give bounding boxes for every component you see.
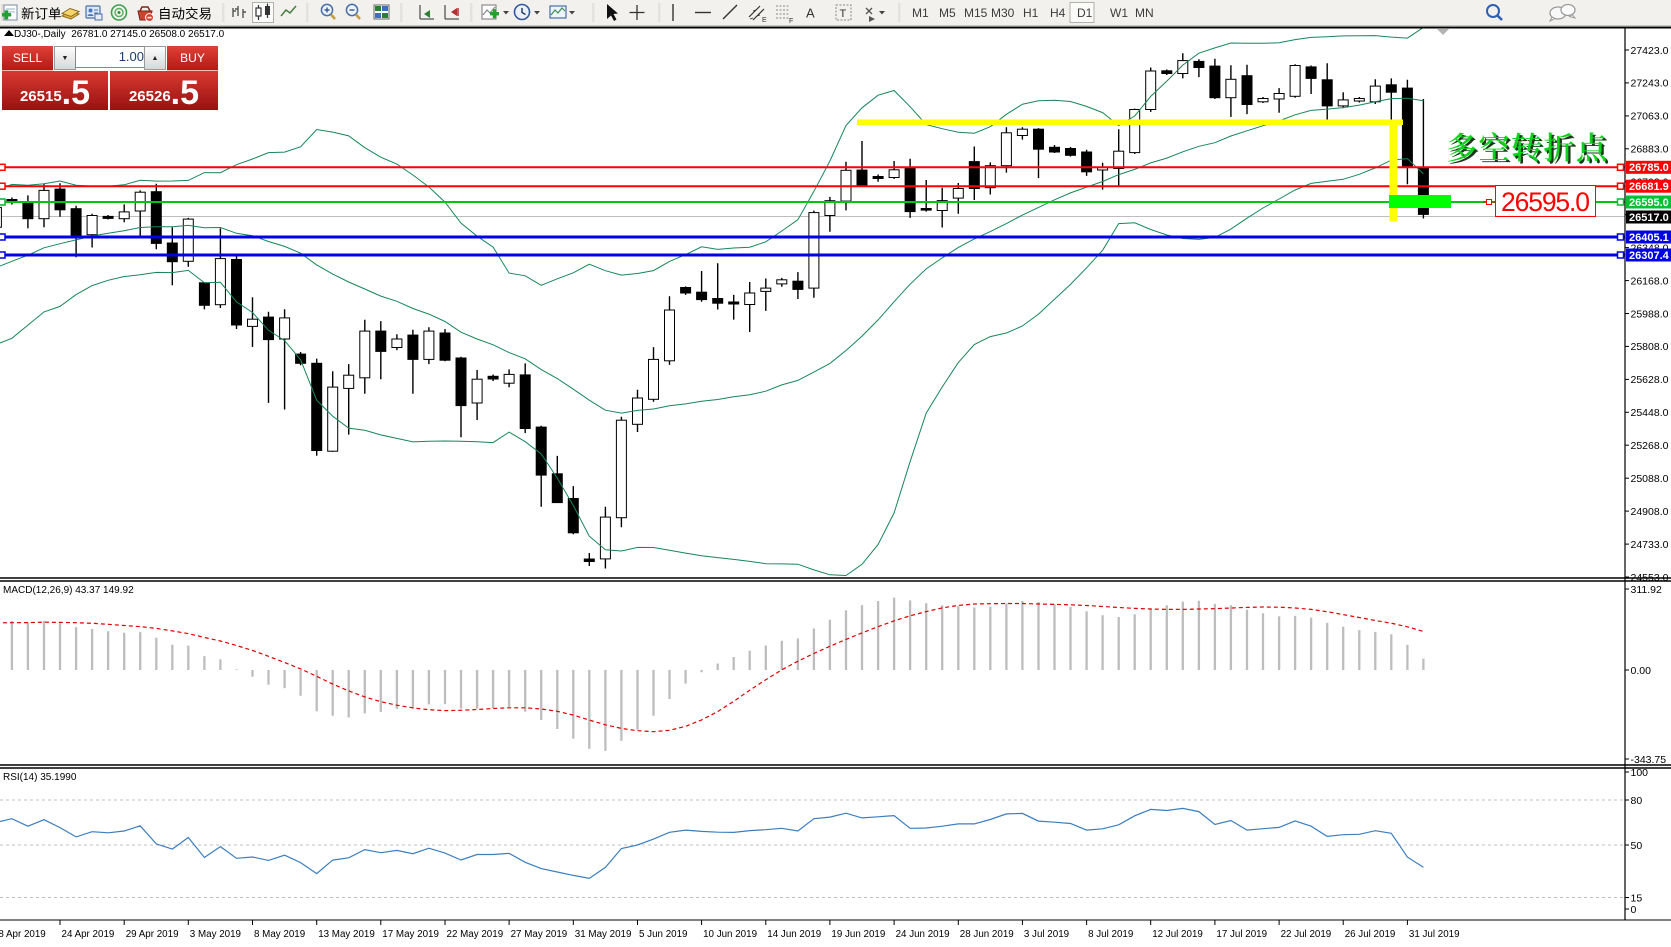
svg-text:27063.0: 27063.0	[1631, 111, 1669, 123]
svg-text:31 Jul 2019: 31 Jul 2019	[1409, 929, 1460, 940]
svg-text:25268.0: 25268.0	[1631, 440, 1669, 452]
svg-text:0.00: 0.00	[1631, 665, 1652, 677]
svg-text:F: F	[789, 18, 793, 25]
svg-text:25988.0: 25988.0	[1631, 308, 1669, 320]
svg-text:22 Jul 2019: 22 Jul 2019	[1281, 929, 1332, 940]
svg-text:14 Jun 2019: 14 Jun 2019	[767, 929, 821, 940]
svg-text:27 May 2019: 27 May 2019	[511, 929, 568, 940]
svg-text:24908.0: 24908.0	[1631, 506, 1669, 518]
svg-text:26595.0: 26595.0	[1629, 197, 1669, 209]
svg-text:MACD(12,26,9) 43.37 149.92: MACD(12,26,9) 43.37 149.92	[3, 585, 134, 596]
svg-text:25808.0: 25808.0	[1631, 341, 1669, 353]
svg-text:29 Apr 2019: 29 Apr 2019	[126, 929, 179, 940]
svg-text:26681.9: 26681.9	[1629, 181, 1669, 193]
svg-text:8 May 2019: 8 May 2019	[254, 929, 305, 940]
svg-text:T: T	[840, 8, 847, 20]
svg-text:17 May 2019: 17 May 2019	[382, 929, 439, 940]
svg-text:25448.0: 25448.0	[1631, 407, 1669, 419]
svg-text:-343.75: -343.75	[1631, 754, 1667, 766]
svg-text:24733.0: 24733.0	[1631, 539, 1669, 551]
svg-text:H4: H4	[1050, 6, 1066, 20]
svg-text:25628.0: 25628.0	[1631, 374, 1669, 386]
svg-text:17 Jul 2019: 17 Jul 2019	[1216, 929, 1267, 940]
svg-text:15: 15	[1631, 892, 1643, 904]
svg-text:13 May 2019: 13 May 2019	[318, 929, 375, 940]
svg-text:M30: M30	[991, 6, 1015, 20]
svg-text:W1: W1	[1110, 6, 1128, 20]
svg-text:26307.4: 26307.4	[1629, 250, 1670, 262]
svg-text:D1: D1	[1077, 6, 1093, 20]
svg-text:31 May 2019: 31 May 2019	[575, 929, 632, 940]
svg-text:3 May 2019: 3 May 2019	[190, 929, 241, 940]
svg-text:26517.0: 26517.0	[1629, 212, 1669, 224]
svg-text:26883.0: 26883.0	[1631, 144, 1669, 156]
svg-text:28 Jun 2019: 28 Jun 2019	[960, 929, 1014, 940]
svg-text:26595.0: 26595.0	[1501, 187, 1590, 217]
svg-text:50: 50	[1631, 840, 1643, 852]
svg-text:24 Apr 2019: 24 Apr 2019	[62, 929, 115, 940]
svg-text:5 Jun 2019: 5 Jun 2019	[639, 929, 687, 940]
svg-text:DJ30-,Daily 26781.0 27145.0 2: DJ30-,Daily 26781.0 27145.0 26508.0 2651…	[14, 29, 225, 40]
svg-text:M15: M15	[964, 6, 988, 20]
svg-text:12 Jul 2019: 12 Jul 2019	[1152, 929, 1203, 940]
svg-text:18 Apr 2019: 18 Apr 2019	[0, 929, 46, 940]
svg-text:19 Jun 2019: 19 Jun 2019	[831, 929, 885, 940]
svg-text:27423.0: 27423.0	[1631, 45, 1669, 57]
svg-text:24553.0: 24553.0	[1631, 572, 1669, 584]
svg-text:A: A	[806, 6, 815, 21]
svg-text:22 May 2019: 22 May 2019	[447, 929, 504, 940]
svg-text:26785.0: 26785.0	[1629, 162, 1669, 174]
svg-text:26405.1: 26405.1	[1629, 232, 1669, 244]
svg-text:25088.0: 25088.0	[1631, 473, 1669, 485]
svg-text:E: E	[762, 17, 767, 24]
svg-text:MN: MN	[1135, 6, 1154, 20]
svg-text:80: 80	[1631, 795, 1643, 807]
svg-text:M1: M1	[912, 6, 929, 20]
svg-text:26 Jul 2019: 26 Jul 2019	[1345, 929, 1396, 940]
svg-text:26168.0: 26168.0	[1631, 275, 1669, 287]
svg-text:311.92: 311.92	[1631, 584, 1662, 596]
svg-text:M5: M5	[939, 6, 956, 20]
svg-text:3 Jul 2019: 3 Jul 2019	[1024, 929, 1069, 940]
svg-text:100: 100	[1631, 767, 1649, 779]
svg-text:0: 0	[1631, 904, 1637, 916]
svg-text:24 Jun 2019: 24 Jun 2019	[896, 929, 950, 940]
svg-text:RSI(14) 35.1990: RSI(14) 35.1990	[3, 772, 77, 783]
svg-text:27243.0: 27243.0	[1631, 78, 1669, 90]
svg-text:10 Jun 2019: 10 Jun 2019	[703, 929, 757, 940]
svg-text:H1: H1	[1023, 6, 1039, 20]
svg-text:8 Jul 2019: 8 Jul 2019	[1088, 929, 1133, 940]
